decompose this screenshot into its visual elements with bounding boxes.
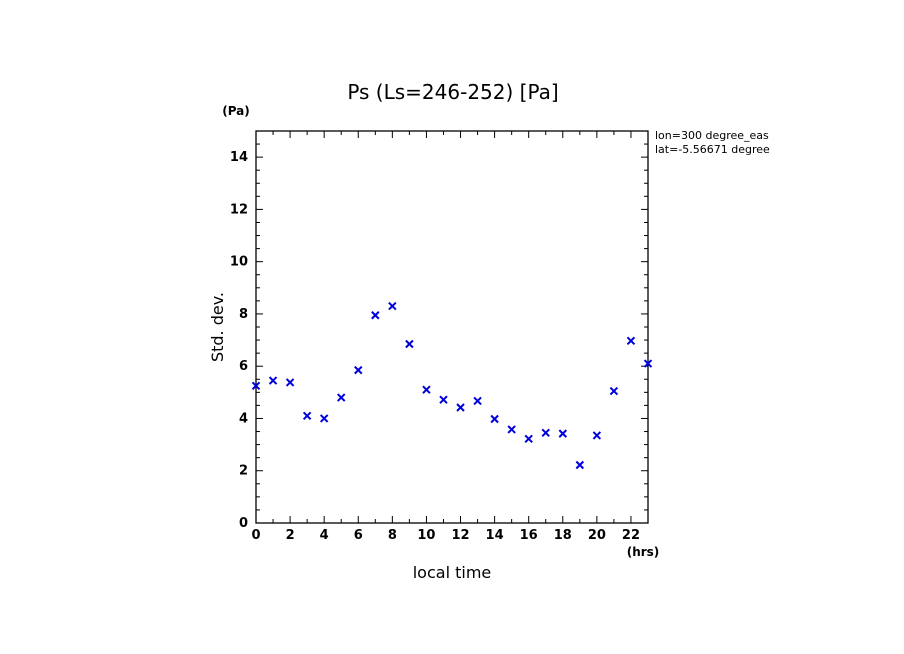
data-point	[456, 403, 465, 412]
plot-frame	[255, 130, 649, 524]
x-tick-label: 6	[354, 528, 363, 543]
chart-title: Ps (Ls=246-252) [Pa]	[347, 80, 558, 104]
y-tick-label: 10	[230, 255, 248, 270]
data-point	[439, 395, 448, 404]
x-tick-label: 12	[451, 528, 469, 543]
x-axis-label: local time	[413, 563, 492, 582]
y-axis-label: Std. dev.	[208, 292, 227, 362]
data-point	[251, 381, 261, 391]
x-tick-label: 10	[417, 528, 435, 543]
data-points	[251, 301, 653, 470]
y-tick-label: 12	[230, 202, 248, 217]
data-point	[626, 336, 636, 346]
y-tick-label: 8	[239, 307, 248, 322]
data-point	[268, 376, 278, 385]
data-point	[302, 411, 312, 421]
data-point	[405, 339, 414, 349]
data-point	[388, 301, 397, 311]
annotation-lon: lon=300 degree_eas	[655, 129, 769, 142]
annotation-lat: lat=-5.56671 degree	[655, 143, 770, 156]
data-point	[558, 429, 567, 438]
y-axis-unit: (Pa)	[222, 104, 250, 118]
data-point	[643, 359, 653, 368]
x-tick-label: 22	[622, 528, 640, 543]
data-point	[507, 425, 516, 434]
axis-ticks: 0 2 4 6 8 10 12 14 16 18 20 22 0 2 4 6 8 10 12 14	[230, 130, 649, 543]
y-tick-label: 6	[239, 359, 248, 374]
data-point	[575, 460, 585, 470]
data-point	[592, 431, 602, 440]
x-tick-label: 4	[320, 528, 329, 543]
x-tick-label: 18	[554, 528, 572, 543]
x-tick-label: 16	[520, 528, 538, 543]
y-tick-label: 2	[239, 464, 248, 479]
data-point	[319, 414, 329, 423]
data-point	[490, 414, 499, 424]
y-tick-label: 14	[230, 150, 248, 165]
data-point	[337, 393, 346, 402]
data-point	[422, 385, 431, 394]
data-point	[524, 434, 533, 444]
x-tick-label: 20	[588, 528, 606, 543]
data-point	[473, 396, 482, 406]
y-tick-label: 4	[239, 411, 248, 426]
y-tick-label: 0	[239, 516, 248, 531]
data-point	[541, 428, 550, 438]
data-point	[609, 386, 619, 396]
x-axis-unit: (hrs)	[627, 545, 660, 559]
x-tick-label: 14	[486, 528, 504, 543]
x-tick-label: 8	[388, 528, 397, 543]
data-point	[285, 378, 295, 387]
x-tick-label: 2	[286, 528, 295, 543]
data-point	[371, 311, 380, 320]
data-point	[354, 365, 363, 375]
x-tick-label: 0	[251, 528, 260, 543]
